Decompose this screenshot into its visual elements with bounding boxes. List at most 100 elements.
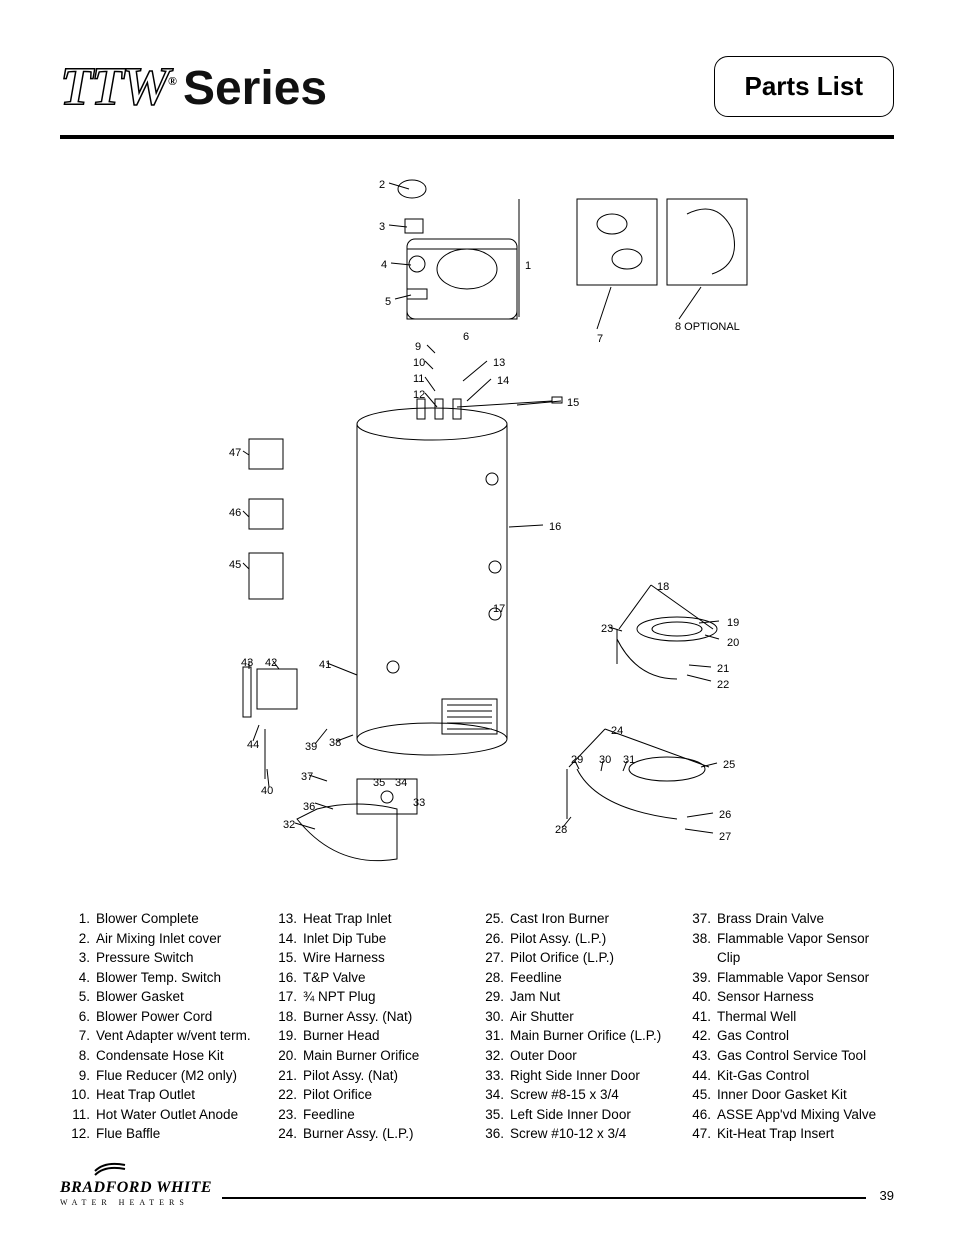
part-item-14: 14.Inlet Dip Tube [277,929,470,949]
callout-3: 3 [379,221,385,233]
callout-38: 38 [329,737,341,749]
part-number: 12. [70,1124,96,1144]
part-item-3: 3.Pressure Switch [70,948,263,968]
part-label: Sensor Harness [717,987,814,1007]
part-number: 37. [691,909,717,929]
part-label: ¾ NPT Plug [303,987,376,1007]
callout-44: 44 [247,739,259,751]
part-number: 23. [277,1105,303,1125]
callout-28: 28 [555,824,567,836]
callout-25: 25 [723,759,735,771]
part-number: 11. [70,1105,96,1125]
part-label: Burner Head [303,1026,380,1046]
part-number: 46. [691,1105,717,1125]
callout-40: 40 [261,785,273,797]
part-label: Outer Door [510,1046,577,1066]
part-number: 32. [484,1046,510,1066]
part-item-6: 6.Blower Power Cord [70,1007,263,1027]
part-number: 20. [277,1046,303,1066]
part-item-22: 22.Pilot Orifice [277,1085,470,1105]
part-number: 8. [70,1046,96,1066]
footer: BRADFORD WHITE WATER HEATERS 39 [60,1161,894,1207]
part-number: 15. [277,948,303,968]
part-number: 33. [484,1066,510,1086]
part-item-35: 35.Left Side Inner Door [484,1105,677,1125]
exploded-diagram: 12345678 OPTIONAL91011121314151617181920… [157,169,797,889]
part-number: 44. [691,1066,717,1086]
brand-name: BRADFORD WHITE [60,1179,212,1197]
part-item-7: 7.Vent Adapter w/vent term. [70,1026,263,1046]
parts-list-box: Parts List [714,56,895,117]
part-label: Main Burner Orifice [303,1046,419,1066]
callout-26: 26 [719,809,731,821]
callout-11: 11 [413,373,424,385]
callout-16: 16 [549,521,561,533]
part-item-19: 19.Burner Head [277,1026,470,1046]
part-label: Feedline [303,1105,355,1125]
part-number: 29. [484,987,510,1007]
part-item-27: 27.Pilot Orifice (L.P.) [484,948,677,968]
parts-col-4: 37.Brass Drain Valve38.Flammable Vapor S… [691,909,884,1144]
part-label: Burner Assy. (L.P.) [303,1124,414,1144]
callout-29: 29 [571,754,583,766]
callout-42: 42 [265,657,277,669]
part-label: Hot Water Outlet Anode [96,1105,238,1125]
part-label: Pilot Orifice [303,1085,372,1105]
part-number: 47. [691,1124,717,1144]
callout-8: 8 OPTIONAL [675,321,740,333]
callout-31: 31 [623,754,635,766]
part-number: 43. [691,1046,717,1066]
part-number: 9. [70,1066,96,1086]
part-item-28: 28.Feedline [484,968,677,988]
parts-col-1: 1.Blower Complete2.Air Mixing Inlet cove… [70,909,263,1144]
part-number: 34. [484,1085,510,1105]
part-item-46: 46.ASSE App'vd Mixing Valve [691,1105,884,1125]
part-item-4: 4.Blower Temp. Switch [70,968,263,988]
tiw-logo: TTW® [60,55,175,117]
brand-logo: BRADFORD WHITE WATER HEATERS [60,1161,212,1207]
callout-14: 14 [497,375,509,387]
callout-37: 37 [301,771,313,783]
page: TTW® Series Parts List [0,0,954,1235]
footer-rule [222,1197,865,1200]
header-rule [60,135,894,139]
part-item-31: 31.Main Burner Orifice (L.P.) [484,1026,677,1046]
part-item-16: 16.T&P Valve [277,968,470,988]
page-number: 39 [880,1188,894,1203]
part-number: 38. [691,929,717,968]
callout-41: 41 [319,659,331,671]
part-label: Main Burner Orifice (L.P.) [510,1026,661,1046]
part-label: Air Mixing Inlet cover [96,929,221,949]
part-number: 26. [484,929,510,949]
series-word: Series [183,61,327,116]
part-label: Thermal Well [717,1007,796,1027]
part-label: Kit-Gas Control [717,1066,809,1086]
part-label: Flammable Vapor Sensor [717,968,869,988]
part-number: 21. [277,1066,303,1086]
part-label: Gas Control [717,1026,789,1046]
part-label: Screw #8-15 x 3/4 [510,1085,619,1105]
part-number: 17. [277,987,303,1007]
part-label: Blower Complete [96,909,199,929]
part-label: Inner Door Gasket Kit [717,1085,847,1105]
part-label: T&P Valve [303,968,366,988]
part-label: Condensate Hose Kit [96,1046,224,1066]
part-label: Left Side Inner Door [510,1105,631,1125]
part-item-43: 43.Gas Control Service Tool [691,1046,884,1066]
part-number: 41. [691,1007,717,1027]
callout-36: 36 [303,801,315,813]
part-number: 42. [691,1026,717,1046]
callout-1: 1 [525,260,531,272]
part-label: Gas Control Service Tool [717,1046,866,1066]
parts-col-2: 13.Heat Trap Inlet14.Inlet Dip Tube15.Wi… [277,909,470,1144]
part-label: Heat Trap Inlet [303,909,392,929]
part-item-10: 10.Heat Trap Outlet [70,1085,263,1105]
part-item-26: 26.Pilot Assy. (L.P.) [484,929,677,949]
part-number: 18. [277,1007,303,1027]
part-number: 25. [484,909,510,929]
part-item-8: 8.Condensate Hose Kit [70,1046,263,1066]
part-item-5: 5.Blower Gasket [70,987,263,1007]
callout-4: 4 [381,259,387,271]
part-label: Feedline [510,968,562,988]
part-label: Screw #10-12 x 3/4 [510,1124,626,1144]
